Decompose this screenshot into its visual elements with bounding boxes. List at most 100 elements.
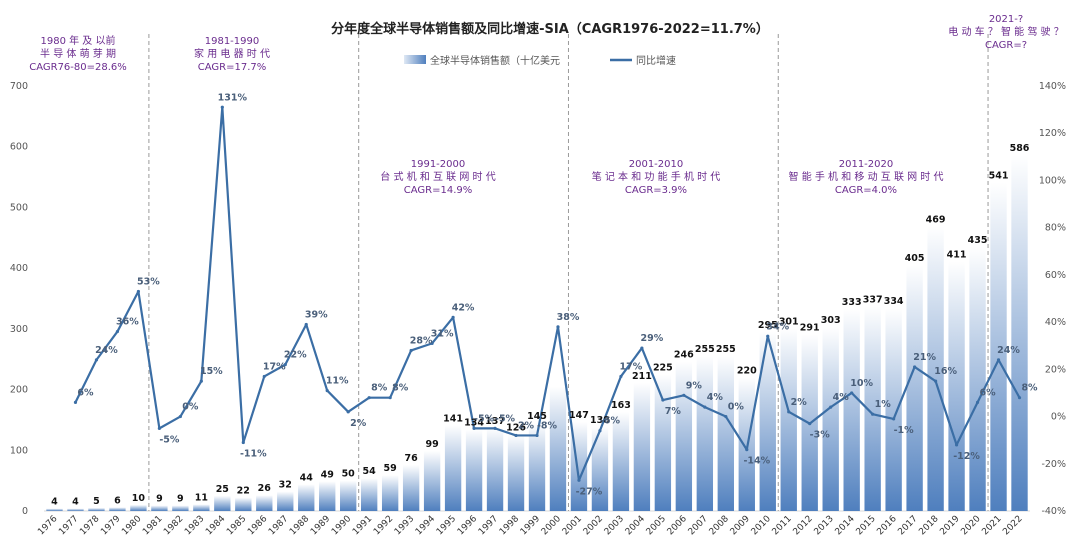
x-tick-label: 1988	[288, 514, 311, 537]
era-annotation-line: 2001-2010	[629, 159, 684, 170]
growth-value-label: -27%	[576, 486, 603, 497]
x-tick-label: 2009	[729, 514, 752, 537]
growth-value-label: 131%	[218, 92, 248, 103]
growth-point	[871, 412, 875, 416]
y-left-tick-label: 500	[10, 202, 28, 213]
y-right-tick-label: 20%	[1045, 364, 1066, 375]
sales-value-label: 337	[863, 294, 883, 305]
sales-value-label: 44	[300, 472, 314, 483]
sales-bar	[214, 495, 231, 511]
growth-value-label: 36%	[116, 317, 139, 328]
sales-value-label: 141	[443, 413, 463, 424]
x-axis-ticks: 1976197719781979198019811982198319841985…	[36, 514, 1024, 537]
x-tick-label: 1980	[120, 514, 143, 537]
era-annotation-line: CAGR=3.9%	[625, 185, 687, 196]
x-tick-label: 2004	[624, 514, 647, 537]
sales-value-label: 163	[611, 400, 631, 411]
growth-value-label: 4%	[833, 392, 850, 403]
growth-point	[262, 374, 266, 379]
sales-bar	[633, 382, 651, 511]
era-annotation-line: 笔 记 本 和 功 能 手 机 时 代	[592, 170, 721, 183]
growth-point	[451, 315, 455, 319]
growth-value-label: -1%	[894, 425, 915, 436]
growth-point	[682, 393, 686, 397]
growth-point	[619, 374, 623, 379]
sales-bar	[444, 425, 462, 511]
sales-value-label: 291	[800, 322, 820, 333]
growth-point	[913, 365, 917, 369]
growth-point	[241, 440, 245, 445]
era-annotations: 1980 年 及 以前半 导 体 萌 芽 期 CAGR76-80=28.6% 198…	[29, 14, 1064, 196]
sales-value-label: 5	[93, 496, 100, 507]
growth-value-label: 24%	[997, 345, 1020, 356]
growth-point	[996, 358, 1001, 362]
growth-value-label: 8%	[371, 383, 388, 394]
growth-value-label: 7%	[665, 406, 682, 417]
x-tick-label: 1982	[162, 514, 185, 537]
x-tick-label: 2000	[540, 514, 563, 537]
x-tick-label: 1979	[99, 514, 122, 537]
sales-bar	[465, 429, 483, 511]
x-tick-label: 1978	[78, 514, 101, 537]
growth-point	[954, 443, 959, 447]
sales-bar	[235, 497, 252, 511]
x-tick-label: 1990	[330, 514, 353, 537]
sales-bar	[256, 495, 273, 511]
x-tick-label: 2014	[834, 514, 857, 537]
sales-value-label: 295	[758, 320, 778, 331]
sales-value-label: 301	[779, 316, 799, 327]
sales-value-label: 138	[590, 415, 610, 426]
era-annotation-line: 电 动 车 ？ 智 能 驾 驶 ？	[948, 25, 1063, 38]
sales-bar	[298, 484, 315, 511]
growth-value-label: 0%	[728, 402, 745, 413]
growth-point	[304, 322, 308, 327]
sales-bar	[843, 308, 860, 511]
sales-bar	[864, 306, 881, 511]
y-left-tick-label: 600	[10, 142, 28, 153]
growth-data-labels: 6%24%36%53%-5%0%15%131%-11%17%22%39%11%2…	[77, 92, 1038, 497]
sales-bar	[528, 422, 546, 511]
x-tick-label: 2015	[855, 514, 878, 537]
sales-bar	[381, 475, 399, 511]
era-annotation-line: 家 用 电 器 时 代	[194, 47, 270, 60]
x-tick-label: 1989	[309, 514, 332, 537]
sales-value-label: 334	[884, 296, 904, 307]
sales-value-label: 541	[989, 171, 1009, 182]
x-tick-label: 2017	[896, 514, 919, 537]
growth-point	[933, 379, 938, 383]
growth-point	[703, 405, 707, 409]
era-annotation-line: CAGR=4.0%	[835, 185, 897, 196]
sales-value-label: 25	[216, 484, 229, 495]
sales-bars	[46, 155, 1028, 512]
x-tick-label: 2001	[561, 514, 584, 537]
x-tick-label: 1993	[393, 514, 416, 537]
x-tick-label: 2019	[938, 514, 961, 537]
sales-value-label: 134	[464, 418, 484, 429]
sales-value-label: 54	[363, 466, 377, 477]
sales-value-label: 255	[716, 344, 736, 355]
growth-value-label: 34%	[766, 321, 789, 332]
sales-value-label: 59	[384, 463, 397, 474]
sales-value-label: 50	[342, 469, 356, 480]
growth-point	[661, 398, 665, 402]
era-annotation-line: 1991-2000	[411, 159, 466, 170]
sales-value-label: 99	[425, 439, 438, 450]
sales-value-label: 32	[279, 480, 292, 491]
growth-point	[850, 391, 854, 395]
legend-swatch-sales	[404, 55, 426, 64]
sales-bar	[360, 478, 378, 511]
sales-bar	[591, 427, 609, 511]
era-annotation-line: 台 式 机 和 互 联 网 时 代	[380, 170, 495, 183]
sales-value-label: 145	[527, 411, 547, 422]
era-annotation-line: CAGR=?	[985, 40, 1027, 51]
x-tick-label: 2008	[708, 514, 731, 537]
sales-value-label: 10	[132, 493, 146, 504]
growth-value-label: 8%	[1021, 383, 1038, 394]
sales-value-label: 11	[195, 492, 208, 503]
growth-value-label: 29%	[641, 333, 664, 344]
sales-bar	[423, 450, 441, 511]
sales-bar	[507, 434, 525, 511]
y-left-tick-label: 300	[10, 324, 28, 335]
y-right-tick-label: -40%	[1041, 506, 1066, 517]
y-left-tick-label: 200	[10, 385, 28, 396]
